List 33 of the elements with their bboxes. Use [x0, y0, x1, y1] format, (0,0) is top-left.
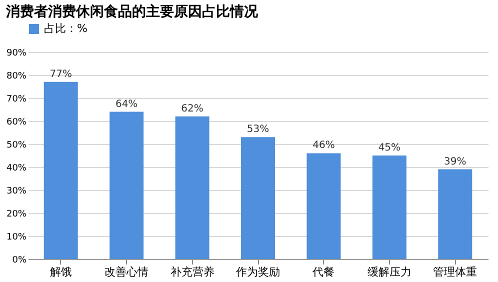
x-tick-label: 作为奖励 [235, 266, 280, 278]
bar [175, 116, 210, 259]
bar [372, 156, 406, 259]
x-tick-label: 缓解压力 [367, 266, 412, 278]
y-tick-label: 70% [6, 94, 27, 104]
x-tick-label: 代餐 [312, 266, 335, 278]
data-label: 77% [50, 68, 72, 80]
y-tick-label: 0% [12, 256, 27, 266]
data-label: 62% [181, 103, 204, 114]
y-tick-label: 30% [6, 186, 27, 196]
y-tick-label: 20% [6, 210, 27, 220]
bar [44, 82, 78, 259]
bar [438, 169, 472, 259]
x-tick-label: 解饿 [50, 266, 72, 278]
y-tick-label: 40% [6, 164, 27, 174]
bar [241, 137, 275, 259]
chart-title: 消费者消费休闲食品的主要原因占比情况 [4, 3, 259, 20]
data-label: 45% [378, 142, 401, 154]
y-tick-label: 50% [6, 140, 27, 150]
legend-label: 占比：% [44, 22, 88, 35]
x-tick-label: 改善心情 [104, 266, 149, 278]
x-tick-label: 补充营养 [170, 266, 214, 278]
data-label: 39% [444, 156, 466, 168]
bar [306, 153, 341, 259]
y-tick-label: 80% [6, 72, 27, 82]
y-tick-label: 60% [6, 118, 27, 128]
y-tick-label: 90% [6, 48, 27, 58]
bar [110, 112, 144, 259]
y-tick-label: 10% [6, 232, 27, 242]
data-label: 53% [246, 124, 270, 136]
data-label: 64% [115, 98, 138, 110]
x-tick-label: 管理体重 [433, 266, 478, 278]
data-label: 46% [312, 140, 335, 152]
